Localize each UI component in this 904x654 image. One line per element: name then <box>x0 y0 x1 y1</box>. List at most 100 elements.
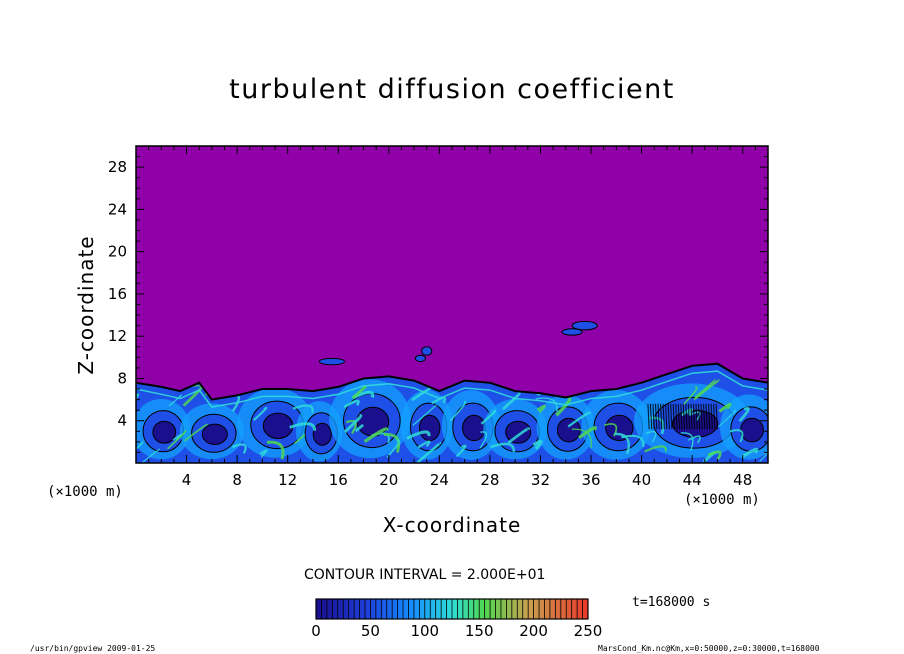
filament <box>294 434 306 445</box>
filament <box>383 433 401 453</box>
filament <box>343 399 360 409</box>
filament <box>343 414 363 434</box>
contour-interval-label: CONTOUR INTERVAL = 2.000E+01 <box>304 567 546 583</box>
filament <box>431 396 447 405</box>
x-tick-label: 24 <box>430 471 449 489</box>
x-tick-label: 40 <box>632 471 651 489</box>
striation <box>667 403 670 430</box>
filament <box>252 406 268 422</box>
filament <box>718 402 732 413</box>
turbulent-layer <box>136 320 768 463</box>
filament <box>259 449 268 458</box>
eddy-center <box>557 418 581 442</box>
filament <box>536 404 546 414</box>
filament <box>717 409 737 428</box>
striation <box>657 403 660 430</box>
y-tick-label: 28 <box>108 158 127 176</box>
y-axis-label-wrap: Z-coordinate <box>71 228 101 388</box>
eddy-center <box>202 424 228 445</box>
filament <box>532 439 543 450</box>
filament <box>555 397 572 417</box>
x-tick-label: 48 <box>733 471 752 489</box>
isolated-blob <box>318 357 346 366</box>
colorbar-tick-label: 150 <box>465 622 494 640</box>
eddy-center <box>152 421 176 444</box>
filament <box>292 404 314 414</box>
filament <box>571 428 592 449</box>
isolated-blob <box>414 354 426 363</box>
y-tick-label: 4 <box>117 412 127 430</box>
filament <box>480 409 497 425</box>
isolated-blob <box>571 320 598 331</box>
eddy-contour <box>191 413 237 453</box>
filament <box>614 432 630 455</box>
filament <box>449 400 467 422</box>
x-axis-label: X-coordinate <box>382 513 522 537</box>
x-tick-label: 36 <box>581 471 600 489</box>
filament <box>687 435 701 444</box>
striation <box>682 403 686 430</box>
filament <box>535 397 558 412</box>
filament <box>136 393 140 409</box>
striation <box>654 403 658 430</box>
striation <box>695 403 698 430</box>
filament <box>694 379 716 399</box>
isolated-blob <box>421 346 433 356</box>
colorbar-frame <box>315 598 589 620</box>
filament <box>167 429 187 450</box>
striation <box>708 403 711 430</box>
filament <box>363 427 389 443</box>
striation <box>690 403 693 430</box>
striation <box>647 403 650 430</box>
striation <box>665 403 668 430</box>
y-tick-label: 24 <box>108 200 127 218</box>
filament <box>386 439 400 458</box>
filament <box>172 433 182 441</box>
plot-area <box>136 146 768 463</box>
striation <box>710 403 713 430</box>
eddy-center <box>356 407 389 436</box>
x-tick-label: 16 <box>329 471 348 489</box>
eddy-contour-inner <box>605 414 634 442</box>
filament <box>621 434 645 448</box>
colorbar-tick-label: 200 <box>519 622 548 640</box>
x-tick-label: 4 <box>182 471 192 489</box>
eddy-contour-inner <box>201 423 228 445</box>
filament <box>351 385 367 400</box>
colorbar: 0 50 100 150 200 250 <box>311 598 602 640</box>
z-unit-label: (×1000 m) <box>47 484 123 500</box>
filament <box>741 447 759 459</box>
filament <box>707 450 722 460</box>
x-tick-label: 28 <box>480 471 499 489</box>
striation <box>672 403 676 430</box>
striation <box>713 403 716 430</box>
eddy-center <box>605 415 633 441</box>
filament <box>182 386 202 407</box>
filament <box>490 442 515 453</box>
y-tick-label: 20 <box>108 243 127 261</box>
footer-right: MarsCond_Km.nc@Km,x=0:50000,z=0:30000,t=… <box>598 644 820 653</box>
striation <box>692 403 696 430</box>
striation <box>680 403 683 430</box>
filament <box>266 440 285 460</box>
eddy-contour-inner <box>152 420 177 444</box>
striation <box>697 403 701 430</box>
filament <box>354 424 364 433</box>
filament <box>644 445 667 453</box>
filament <box>479 431 488 449</box>
filament <box>729 429 744 443</box>
striation <box>700 403 703 430</box>
filament <box>738 406 750 423</box>
striation <box>649 403 653 430</box>
filament <box>455 444 467 458</box>
turbulent-field <box>136 363 768 463</box>
colorbar-tick-label: 50 <box>361 622 380 640</box>
striation <box>715 403 718 430</box>
time-label: t=168000 s <box>632 595 711 610</box>
filament <box>417 440 431 449</box>
footer-left: /usr/bin/gpview 2009-01-25 <box>30 644 156 653</box>
filament <box>168 394 183 407</box>
striation <box>702 403 706 430</box>
striation <box>675 403 678 430</box>
